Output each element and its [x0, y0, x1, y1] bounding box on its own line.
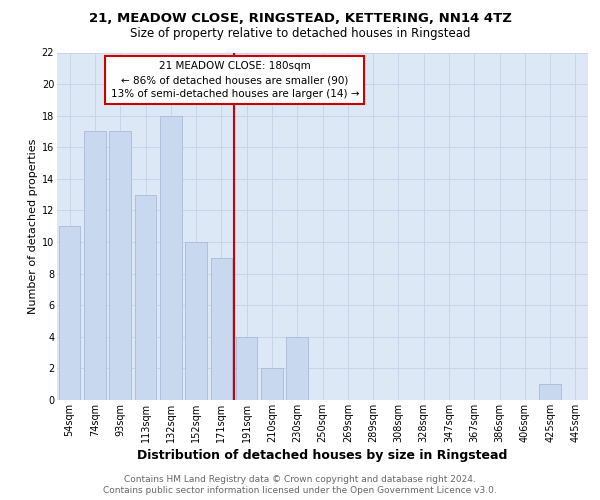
Bar	[135, 194, 156, 400]
Bar	[236, 337, 257, 400]
Text: 21 MEADOW CLOSE: 180sqm
← 86% of detached houses are smaller (90)
13% of semi-de: 21 MEADOW CLOSE: 180sqm ← 86% of detache…	[110, 61, 359, 99]
Bar	[286, 337, 308, 400]
Bar	[109, 132, 131, 400]
Text: Contains public sector information licensed under the Open Government Licence v3: Contains public sector information licen…	[103, 486, 497, 495]
Bar	[539, 384, 561, 400]
Bar	[59, 226, 80, 400]
Bar	[160, 116, 182, 400]
Text: 21, MEADOW CLOSE, RINGSTEAD, KETTERING, NN14 4TZ: 21, MEADOW CLOSE, RINGSTEAD, KETTERING, …	[89, 12, 511, 26]
X-axis label: Distribution of detached houses by size in Ringstead: Distribution of detached houses by size …	[137, 449, 508, 462]
Bar	[185, 242, 207, 400]
Bar	[211, 258, 232, 400]
Y-axis label: Number of detached properties: Number of detached properties	[28, 138, 38, 314]
Bar	[261, 368, 283, 400]
Text: Contains HM Land Registry data © Crown copyright and database right 2024.: Contains HM Land Registry data © Crown c…	[124, 475, 476, 484]
Bar	[84, 132, 106, 400]
Text: Size of property relative to detached houses in Ringstead: Size of property relative to detached ho…	[130, 28, 470, 40]
